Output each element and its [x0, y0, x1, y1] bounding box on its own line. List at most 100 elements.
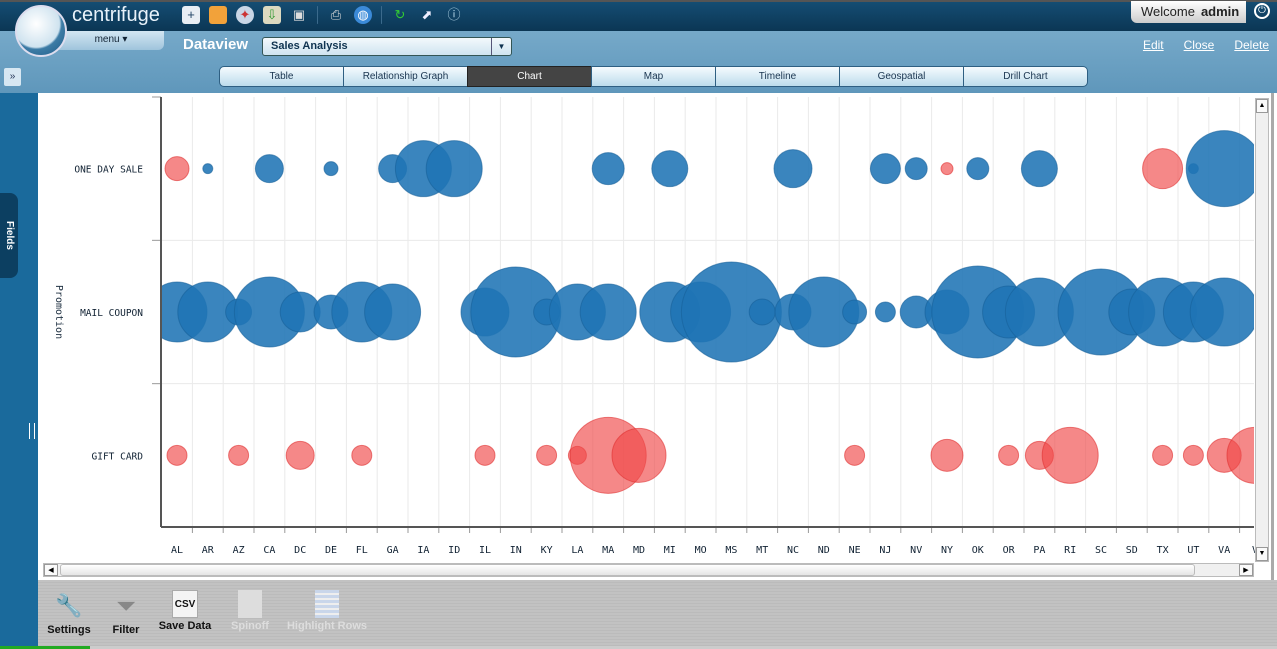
- app-name: centrifuge: [72, 4, 160, 26]
- bubble: [940, 162, 954, 176]
- x-tick-label: GA: [387, 545, 399, 556]
- bubble: [611, 427, 667, 483]
- progress-indicator: [0, 646, 90, 649]
- bubble: [773, 149, 813, 189]
- x-tick-label: FL: [356, 545, 368, 556]
- bubble: [1020, 150, 1058, 188]
- username: admin: [1200, 4, 1240, 19]
- save-data-button[interactable]: CSV Save Data: [156, 582, 214, 632]
- x-tick-label: AZ: [233, 545, 245, 556]
- toolbar: + ✦ ⇩ ▣ ⎙ ◍ ↻ ⬈ ⓘ: [182, 6, 463, 24]
- x-tick-label: NJ: [879, 545, 891, 556]
- wrench-screwdriver-icon: 🔧: [55, 593, 83, 618]
- bubble: [930, 438, 964, 472]
- chevron-down-icon[interactable]: ▼: [491, 38, 511, 55]
- dataview-select[interactable]: Sales Analysis ▼: [262, 37, 512, 56]
- x-tick-label: PA: [1033, 545, 1045, 556]
- dataview-selected: Sales Analysis: [271, 40, 348, 52]
- spinoff-button[interactable]: Spinoff: [228, 582, 272, 632]
- print-icon[interactable]: ⎙: [330, 7, 342, 22]
- bubble: [1182, 444, 1204, 466]
- bubble: [536, 444, 558, 466]
- bubble: [1142, 148, 1184, 190]
- x-tick-label: NY: [941, 545, 953, 556]
- bubble: [904, 157, 928, 181]
- bubble: [228, 444, 250, 466]
- delete-link[interactable]: Delete: [1234, 38, 1269, 52]
- bubble: [1185, 130, 1254, 208]
- x-tick-label: LA: [571, 545, 583, 556]
- highlight-rows-button[interactable]: Highlight Rows: [284, 582, 370, 632]
- export-icon[interactable]: ⬈: [421, 7, 433, 22]
- x-tick-label: CA: [263, 545, 275, 556]
- refresh-icon[interactable]: ↻: [394, 7, 406, 22]
- x-tick-label: TX: [1157, 545, 1169, 556]
- publish-globe-icon[interactable]: ◍: [354, 6, 372, 24]
- dataview-label: Dataview: [183, 36, 249, 53]
- x-tick-label: MO: [695, 545, 707, 556]
- import-icon[interactable]: ⇩: [263, 6, 281, 24]
- bubble: [998, 444, 1020, 466]
- centrifuge-logo[interactable]: [15, 5, 67, 57]
- logout-power-icon[interactable]: ⏻: [1254, 3, 1270, 19]
- filter-button[interactable]: ⏷ Filter: [108, 582, 144, 636]
- vertical-scrollbar[interactable]: ▲ ▼: [1255, 98, 1269, 562]
- scroll-up-button[interactable]: ▲: [1256, 99, 1268, 113]
- x-tick-label: IN: [510, 545, 522, 556]
- tab-drill-chart[interactable]: Drill Chart: [963, 66, 1088, 87]
- tab-timeline[interactable]: Timeline: [715, 66, 840, 87]
- bubble: [651, 150, 689, 188]
- highlight-rows-icon: [315, 590, 339, 618]
- x-tick-label: MI: [664, 545, 676, 556]
- resize-handle[interactable]: [29, 423, 35, 439]
- spinoff-label: Spinoff: [231, 620, 269, 632]
- open-folder-icon[interactable]: [209, 6, 227, 24]
- scroll-left-button[interactable]: ◀: [44, 564, 58, 576]
- info-icon[interactable]: ⓘ: [447, 7, 461, 22]
- y-axis-label: Promotion: [53, 285, 64, 339]
- dataview-actions: Edit Close Delete: [1143, 38, 1269, 52]
- left-sidebar: Fields: [0, 93, 38, 649]
- x-tick-label: ND: [818, 545, 830, 556]
- menu-button[interactable]: menu ▾: [58, 31, 164, 50]
- filter-label: Filter: [112, 624, 140, 636]
- x-tick-label: AR: [202, 545, 215, 556]
- settings-button[interactable]: 🔧 Settings: [46, 582, 92, 636]
- x-tick-label: ID: [448, 545, 460, 556]
- bubble: [166, 444, 188, 466]
- bubble: [202, 163, 214, 175]
- save-icon[interactable]: ▣: [292, 7, 306, 22]
- highlight-rows-label: Highlight Rows: [286, 620, 368, 632]
- fields-panel-tab[interactable]: Fields: [0, 193, 18, 278]
- funnel-icon: ⏷: [117, 593, 135, 618]
- bubble: [591, 152, 625, 186]
- toolbar-divider: [381, 6, 382, 24]
- bubble: [748, 298, 776, 326]
- tab-map[interactable]: Map: [591, 66, 716, 87]
- bubble: [351, 444, 373, 466]
- scroll-down-button[interactable]: ▼: [1256, 547, 1268, 561]
- x-tick-label: SD: [1126, 545, 1138, 556]
- close-link[interactable]: Close: [1183, 38, 1215, 52]
- tab-geospatial[interactable]: Geospatial: [839, 66, 964, 87]
- bubble: [323, 161, 339, 177]
- save-data-label: Save Data: [158, 620, 212, 632]
- x-tick-label: MD: [633, 545, 645, 556]
- bubble: [364, 283, 422, 341]
- tab-chart[interactable]: Chart: [467, 66, 592, 87]
- compass-icon[interactable]: ✦: [236, 6, 254, 24]
- x-tick-label: MT: [756, 545, 768, 556]
- bubble: [869, 153, 901, 185]
- edit-link[interactable]: Edit: [1142, 38, 1164, 52]
- new-dataview-icon[interactable]: +: [182, 6, 200, 24]
- scroll-right-button[interactable]: ▶: [1239, 564, 1253, 576]
- settings-label: Settings: [47, 624, 91, 636]
- horizontal-scrollbar[interactable]: ◀ ▶: [43, 563, 1254, 577]
- expand-sidebar-button[interactable]: »: [4, 68, 21, 86]
- bubble: [425, 140, 483, 198]
- bubble: [474, 444, 496, 466]
- csv-icon: CSV: [172, 590, 198, 618]
- bubble: [164, 156, 190, 182]
- scroll-thumb[interactable]: [60, 564, 1195, 576]
